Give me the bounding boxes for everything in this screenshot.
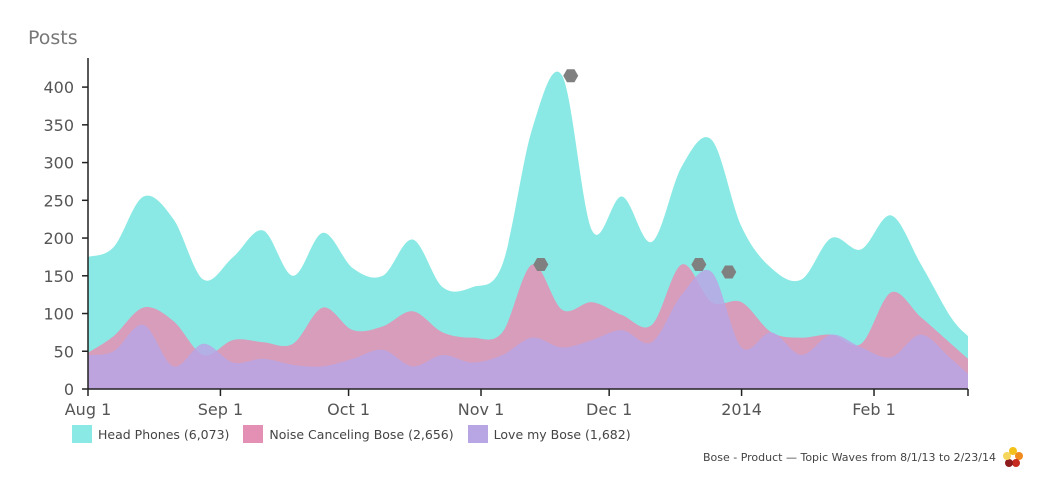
legend-swatch [467,425,488,443]
legend-label: Head Phones (6,073) [98,426,230,442]
legend-swatch [72,425,92,443]
topic-waves-chart: Posts 0 50 100 150 200 250 300 350 400 Aug 1 Sep 1… [28,27,969,419]
y-tick-label: 100 [43,305,74,324]
legend: Head Phones (6,073) Noise Canceling Bose… [72,425,631,443]
y-axis-label: Posts [28,27,78,49]
y-tick-label: 0 [64,380,74,399]
x-tick-label: Sep 1 [198,400,243,419]
event-marker [721,265,737,279]
x-tick-label: 2014 [721,400,762,419]
footer-caption: Bose - Product — Topic Waves from 8/1/13… [702,450,996,464]
axes-group: 0 50 100 150 200 250 300 350 400 Aug 1 Sep 1 Oct 1 N… [43,58,969,419]
y-tick-label: 200 [43,229,74,248]
legend-label: Love my Bose (1,682) [493,426,631,442]
event-markers-group [533,69,737,279]
y-tick-label: 150 [43,267,74,286]
area-love-my-bose [88,269,968,389]
y-tick-label: 50 [54,342,74,361]
y-tick-label: 400 [43,78,74,97]
x-tick-label: Aug 1 [65,400,112,419]
y-tick-label: 350 [43,116,74,135]
legend-item-noise-canceling[interactable]: Noise Canceling Bose (2,656) [243,425,454,443]
area-series-group [88,71,968,389]
flower-logo-icon [1003,447,1023,467]
event-marker [691,257,707,271]
x-tick-label: Nov 1 [458,400,505,419]
legend-label: Noise Canceling Bose (2,656) [269,426,454,442]
footer: Bose - Product — Topic Waves from 8/1/13… [703,446,1024,468]
legend-item-love-my-bose[interactable]: Love my Bose (1,682) [467,425,631,443]
x-tick-label: Dec 1 [586,400,632,419]
x-tick-label: Oct 1 [327,400,370,419]
y-tick-label: 300 [43,154,74,173]
event-marker [533,257,549,271]
y-tick-label: 250 [43,191,74,210]
x-tick-label: Feb 1 [852,400,896,419]
event-marker [563,69,579,83]
legend-item-head-phones[interactable]: Head Phones (6,073) [72,425,229,443]
legend-swatch [243,425,264,443]
